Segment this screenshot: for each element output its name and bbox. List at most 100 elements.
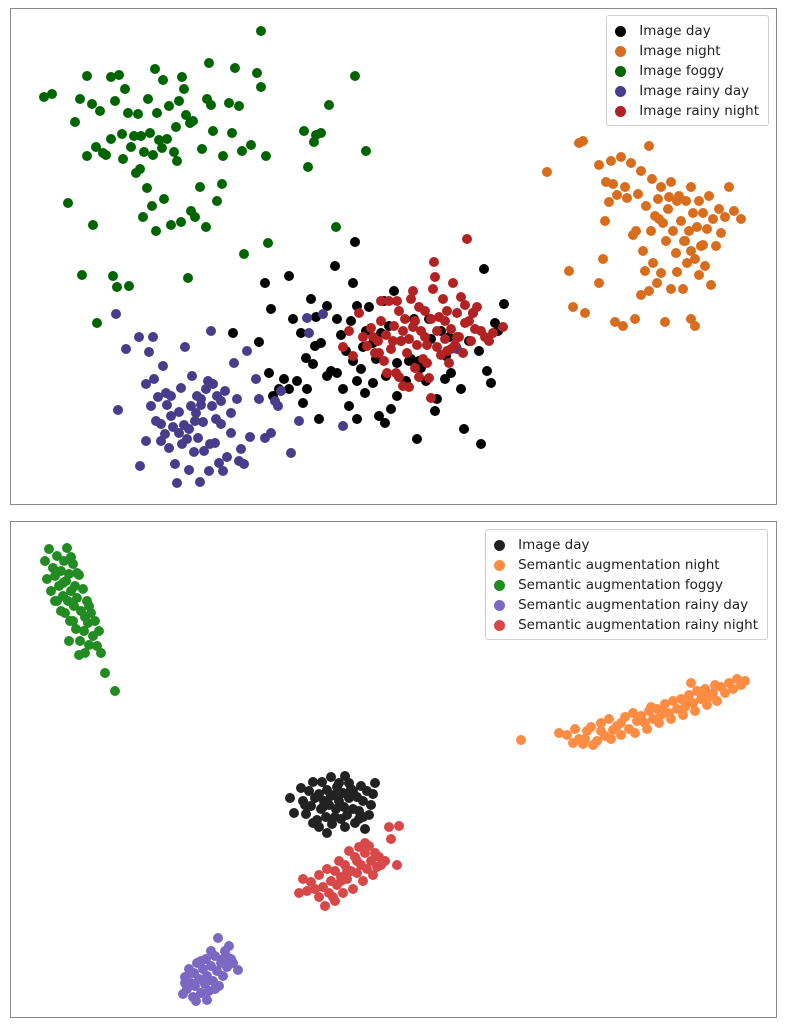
scatter-panel-bottom: Image day Semantic augmentation night Sema… [10, 521, 777, 1018]
point-semantic-augmentation-rainy-night-15 [338, 888, 348, 898]
point-image-rainy-night-78 [392, 296, 402, 306]
point-image-night-49 [564, 266, 574, 276]
point-image-day-81 [352, 414, 362, 424]
point-image-rainy-day-21 [174, 407, 184, 417]
point-image-rainy-night-63 [382, 368, 392, 378]
point-image-foggy-25 [124, 281, 134, 291]
point-image-rainy-night-41 [442, 306, 452, 316]
point-image-rainy-night-49 [458, 348, 468, 358]
point-image-rainy-day-43 [207, 401, 217, 411]
point-image-foggy-85 [303, 162, 313, 172]
point-image-day-65 [308, 359, 318, 369]
point-semantic-augmentation-night-7 [586, 722, 596, 732]
point-image-foggy-5 [77, 270, 87, 280]
point-image-night-51 [580, 308, 590, 318]
point-semantic-augmentation-foggy-6 [52, 551, 62, 561]
point-image-day-49 [330, 812, 340, 822]
point-image-day-51 [358, 812, 368, 822]
point-image-rainy-day-75 [156, 436, 166, 446]
point-image-day-13 [330, 261, 340, 271]
point-semantic-augmentation-foggy-27 [79, 626, 89, 636]
point-image-day-2 [296, 783, 306, 793]
point-image-day-7 [308, 777, 318, 787]
point-image-rainy-night-60 [488, 328, 498, 338]
point-semantic-augmentation-rainy-day-32 [210, 984, 220, 994]
point-semantic-augmentation-rainy-day-26 [224, 941, 234, 951]
point-image-night-78 [664, 192, 674, 202]
point-image-night-3 [594, 160, 604, 170]
point-semantic-augmentation-rainy-day-10 [196, 988, 206, 998]
point-image-rainy-day-22 [176, 383, 186, 393]
point-image-day-85 [332, 368, 342, 378]
point-image-foggy-6 [82, 71, 92, 81]
point-image-day-25 [339, 802, 349, 812]
point-image-foggy-80 [256, 82, 266, 92]
point-image-day-19 [350, 237, 360, 247]
legend-marker-icon [615, 45, 627, 57]
point-image-night-44 [716, 228, 726, 238]
point-image-night-56 [630, 314, 640, 324]
legend-label: Image rainy night [639, 103, 759, 119]
legend-item-semantic-augmentation-rainy-night: Semantic augmentation rainy night [494, 615, 758, 635]
point-semantic-augmentation-rainy-night-4 [310, 884, 320, 894]
point-image-day-54 [318, 802, 328, 812]
point-image-rainy-day-60 [251, 374, 261, 384]
scatter-plot-top [39, 26, 746, 488]
point-image-day-36 [360, 824, 370, 834]
point-image-rainy-day-56 [236, 444, 246, 454]
point-image-day-79 [440, 374, 450, 384]
point-image-rainy-day-83 [161, 388, 171, 398]
point-semantic-augmentation-night-60 [682, 698, 692, 708]
point-image-foggy-74 [230, 63, 240, 73]
point-image-foggy-40 [151, 226, 161, 236]
point-image-foggy-49 [169, 147, 179, 157]
point-semantic-augmentation-night-17 [628, 708, 638, 718]
legend-marker-icon [494, 619, 506, 631]
point-image-night-11 [633, 189, 643, 199]
point-image-day-74 [392, 391, 402, 401]
point-image-night-45 [720, 212, 730, 222]
point-image-night-48 [736, 214, 746, 224]
point-image-rainy-night-46 [452, 308, 462, 318]
point-image-foggy-75 [234, 101, 244, 111]
point-image-day-44 [334, 778, 344, 788]
point-semantic-augmentation-night-55 [596, 726, 606, 736]
point-image-rainy-night-50 [460, 300, 470, 310]
point-image-foggy-69 [212, 196, 222, 206]
point-image-day-0 [228, 328, 238, 338]
point-image-day-59 [264, 368, 274, 378]
point-image-day-4 [284, 271, 294, 281]
point-semantic-augmentation-night-47 [690, 706, 700, 716]
point-image-rainy-day-31 [190, 416, 200, 426]
point-image-rainy-day-68 [294, 416, 304, 426]
point-image-foggy-61 [190, 212, 200, 222]
point-semantic-augmentation-foggy-31 [84, 640, 94, 650]
point-image-rainy-day-50 [220, 386, 230, 396]
point-image-rainy-day-27 [184, 465, 194, 475]
point-image-night-38 [702, 224, 712, 234]
point-image-night-59 [644, 286, 654, 296]
point-image-foggy-42 [154, 135, 164, 145]
point-image-foggy-14 [101, 150, 111, 160]
point-image-day-17 [346, 316, 356, 326]
point-image-foggy-53 [176, 217, 186, 227]
point-image-night-37 [700, 261, 710, 271]
point-image-rainy-night-1 [344, 326, 354, 336]
point-image-rainy-day-72 [338, 421, 348, 431]
point-image-foggy-72 [224, 98, 234, 108]
point-image-day-39 [366, 800, 376, 810]
point-image-rainy-night-35 [430, 272, 440, 282]
legend-item-semantic-augmentation-night: Semantic augmentation night [494, 555, 758, 575]
point-image-night-30 [686, 182, 696, 192]
legend-top: Image day Image night Image foggy Image rai… [606, 15, 769, 126]
point-image-rainy-night-75 [460, 318, 470, 328]
point-image-night-66 [678, 284, 688, 294]
point-image-foggy-19 [112, 282, 122, 292]
point-image-rainy-day-2 [121, 344, 131, 354]
point-image-rainy-night-69 [398, 326, 408, 336]
point-image-day-8 [306, 294, 316, 304]
point-semantic-augmentation-foggy-44 [74, 650, 84, 660]
point-image-day-41 [370, 778, 380, 788]
point-image-rainy-day-67 [286, 448, 296, 458]
point-semantic-augmentation-night-0 [516, 735, 526, 745]
